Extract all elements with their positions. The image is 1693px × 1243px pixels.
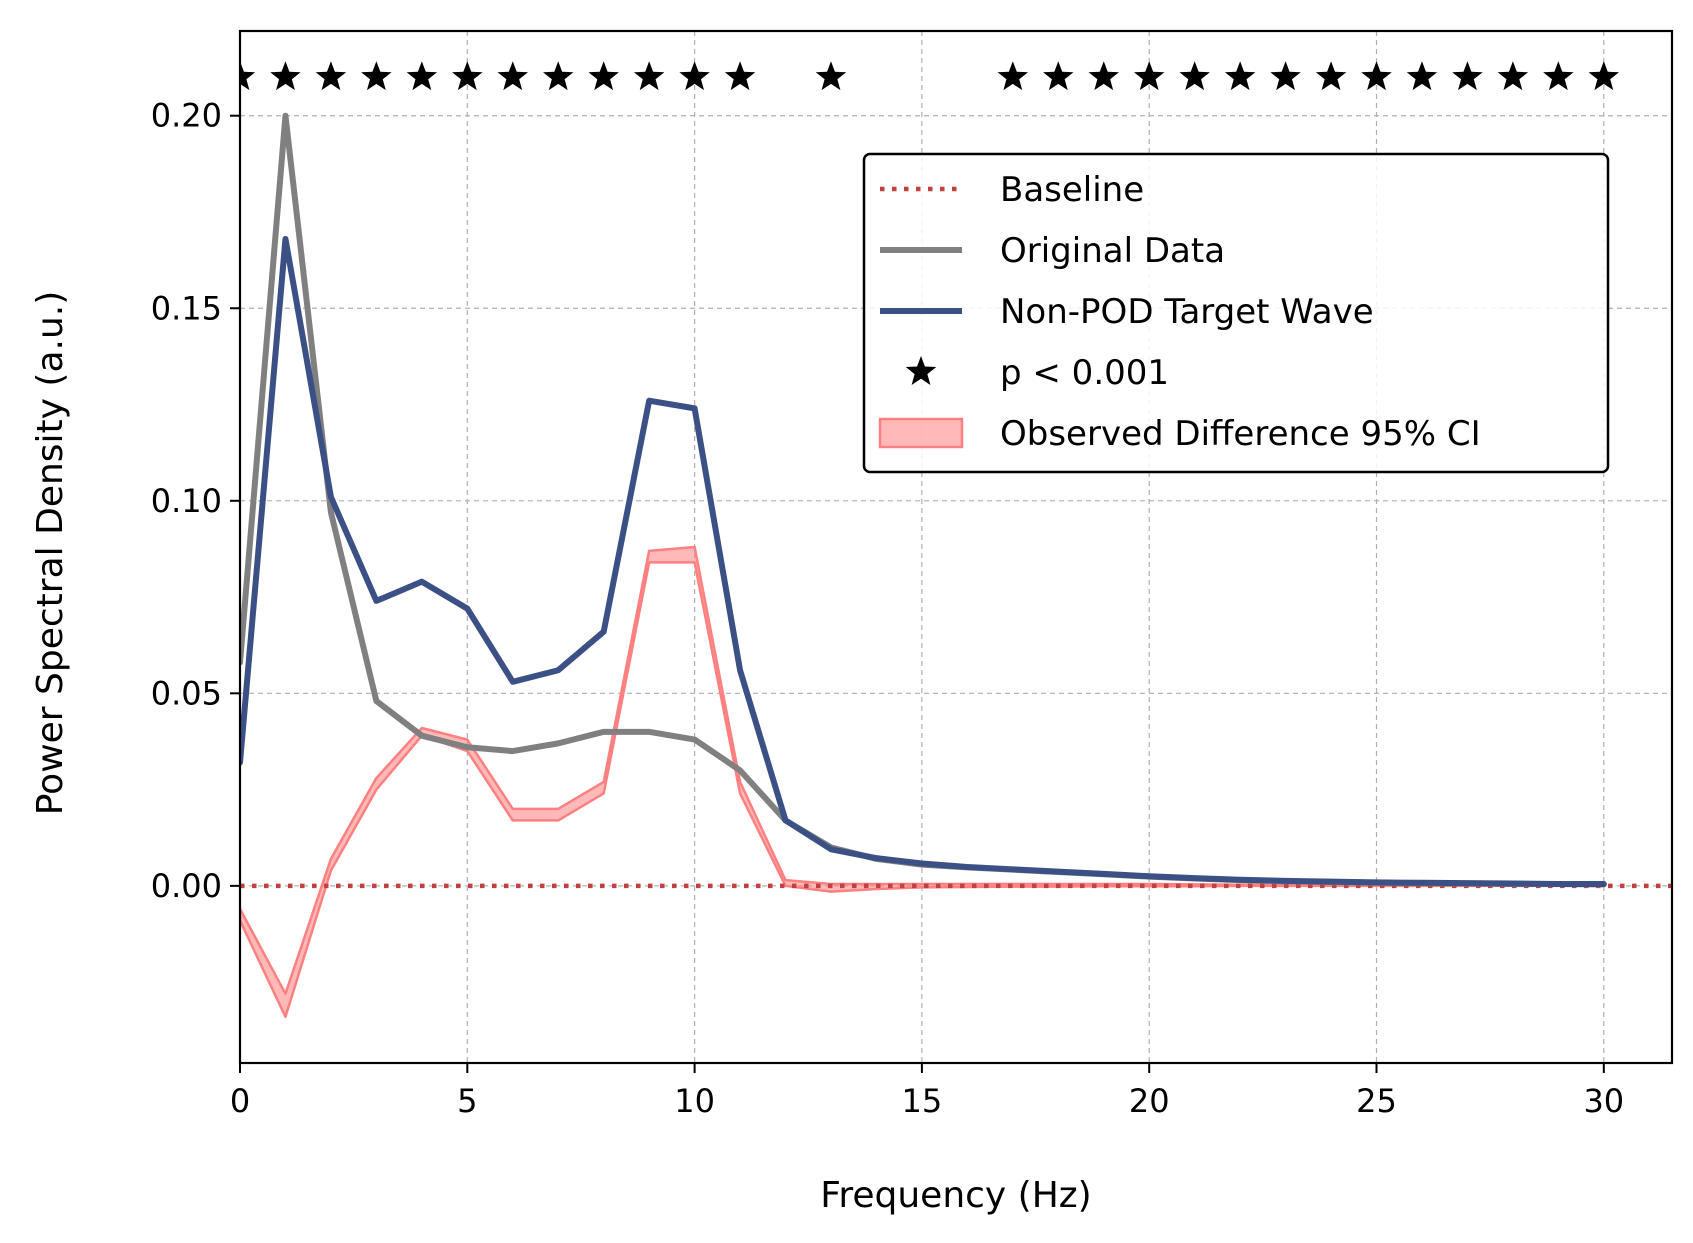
- significance-star: [815, 61, 847, 91]
- legend-box: [862, 152, 1610, 474]
- series-layer: [240, 112, 1607, 888]
- significance-star: [240, 61, 256, 91]
- x-tick-label: 30: [1583, 1082, 1624, 1120]
- significance-star: [361, 61, 392, 91]
- legend-label: p < 0.001: [1000, 353, 1169, 393]
- significance-star: [679, 61, 710, 91]
- y-tick-label: 0.20: [151, 97, 222, 135]
- x-tick-label: 15: [902, 1082, 943, 1120]
- significance-star: [452, 61, 483, 91]
- significance-star: [1270, 61, 1301, 91]
- significance-star: [1497, 61, 1529, 91]
- significance-star: [1224, 61, 1256, 91]
- significance-star: [543, 61, 574, 91]
- legend-label: Baseline: [1000, 170, 1144, 210]
- significance-stars: [240, 61, 1620, 91]
- legend-label: Non-POD Target Wave: [1000, 292, 1374, 332]
- legend: Baseline Original Data Non-POD Target Wave…: [862, 152, 1610, 474]
- significance-star: [1406, 61, 1438, 91]
- significance-star: [1315, 61, 1347, 91]
- significance-star: [315, 61, 347, 91]
- significance-star: [270, 61, 301, 91]
- significance-star: [1179, 61, 1210, 91]
- legend-handle-star: [905, 356, 937, 385]
- significance-star: [1361, 61, 1392, 91]
- significance-star: [1588, 61, 1620, 91]
- significance-star: [1452, 61, 1483, 91]
- significance-star: [724, 61, 756, 91]
- x-tick-label: 5: [457, 1082, 477, 1120]
- y-axis-ticks: 0.00 0.05 0.10 0.15 0.20: [151, 97, 240, 905]
- x-tick-label: 0: [230, 1082, 250, 1120]
- y-tick-label: 0.10: [151, 482, 222, 520]
- legend-handle-ci: [878, 417, 964, 449]
- legend-label: Original Data: [1000, 231, 1225, 271]
- significance-star: [497, 61, 528, 91]
- y-tick-label: 0.00: [151, 867, 222, 905]
- y-axis-label: Power Spectral Density (a.u.): [30, 291, 71, 816]
- significance-star: [1543, 61, 1574, 91]
- legend-label: Observed Difference 95% CI: [1000, 414, 1481, 454]
- x-axis-ticks: 0 5 10 15 20 25 30: [230, 1063, 1624, 1120]
- significance-star: [1088, 61, 1119, 91]
- significance-star: [406, 61, 438, 91]
- plot-frame: [238, 29, 1674, 1065]
- y-tick-label: 0.05: [151, 674, 222, 712]
- series-line-non-pod-target-wave: [240, 235, 1607, 887]
- significance-star: [633, 61, 665, 91]
- x-axis-label: Frequency (Hz): [820, 1175, 1091, 1216]
- y-tick-label: 0.15: [151, 289, 222, 327]
- significance-star: [588, 61, 619, 91]
- significance-star: [1133, 61, 1165, 91]
- significance-star: [1043, 61, 1074, 91]
- significance-star: [997, 61, 1029, 91]
- x-tick-label: 20: [1129, 1082, 1170, 1120]
- x-tick-label: 25: [1356, 1082, 1397, 1120]
- x-tick-label: 10: [674, 1082, 715, 1120]
